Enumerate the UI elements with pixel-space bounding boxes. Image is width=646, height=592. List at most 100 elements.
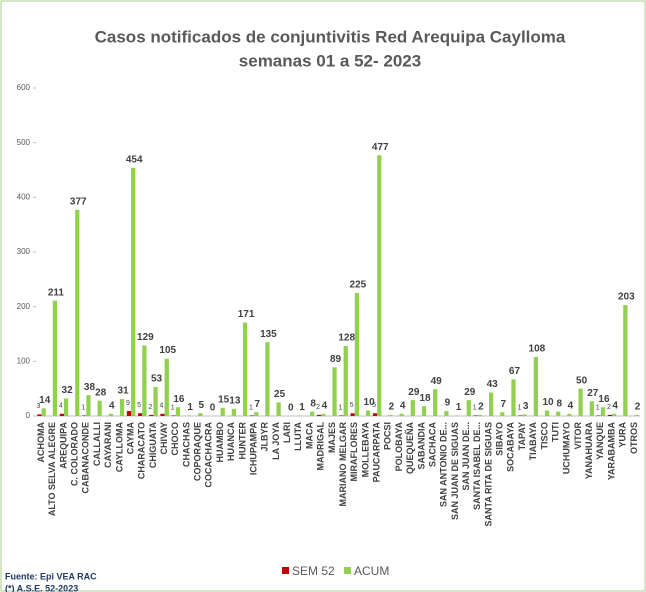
bar: [175, 407, 181, 416]
x-tick-label: MACA: [304, 422, 314, 449]
data-label: 4: [59, 403, 63, 410]
x-tick-label: OTROS: [629, 422, 639, 454]
data-label: 3: [37, 403, 41, 410]
bar: [63, 398, 69, 416]
data-label: 43: [487, 379, 499, 390]
bar: [556, 411, 561, 416]
bar: [410, 400, 415, 416]
legend-label: ACUM: [354, 564, 389, 578]
data-label: 0: [210, 403, 216, 414]
data-label: 4: [612, 400, 618, 411]
bar: [321, 413, 326, 416]
data-label: 53: [151, 374, 163, 385]
data-label: 8: [310, 398, 316, 409]
data-label: 3: [523, 401, 529, 412]
bar: [607, 414, 613, 416]
data-label: 67: [509, 366, 521, 377]
x-tick-label: MIRAFLORES: [349, 422, 359, 482]
bar: [131, 167, 136, 416]
x-tick-label: YANQUE: [595, 422, 605, 460]
bar: [388, 414, 393, 416]
x-tick-label: TAPAY: [517, 422, 527, 450]
bar: [187, 415, 192, 416]
bar: [86, 395, 91, 416]
data-label: 2: [635, 402, 641, 413]
x-tick-label: PAUCARPATA: [372, 421, 382, 482]
bar: [522, 414, 527, 416]
x-tick-label: LLUTA: [293, 422, 303, 451]
data-label: 1: [171, 404, 175, 411]
bar: [220, 407, 225, 416]
y-tick-label: 500: [17, 138, 31, 147]
data-label: 5: [350, 402, 354, 409]
x-tick-label: LA JOYA: [271, 422, 281, 460]
x-tick-label: TIABAYA: [528, 422, 538, 461]
legend-swatch: [344, 567, 351, 574]
bar: [59, 413, 64, 416]
data-label: 2: [148, 404, 152, 411]
data-label: 9: [126, 400, 130, 407]
bar: [343, 346, 348, 416]
x-tick-label: TISCO: [539, 422, 549, 450]
data-label: 15: [218, 394, 230, 405]
x-tick-label: CHIVAY: [159, 422, 169, 455]
data-label: 27: [587, 388, 599, 399]
bar: [276, 402, 281, 416]
data-label: 49: [431, 376, 443, 387]
y-tick-label: 0: [26, 411, 31, 420]
bar: [52, 300, 58, 416]
data-label: 10: [364, 397, 376, 408]
bar: [231, 408, 236, 416]
data-label: 454: [126, 154, 143, 165]
x-tick-label: YURA: [618, 422, 628, 448]
note: (*) A.S.E. 52-2023: [5, 583, 78, 592]
data-label: 1: [456, 402, 462, 413]
bar: [37, 414, 42, 416]
data-label: 203: [618, 292, 635, 303]
x-tick-label: POCSI: [383, 422, 393, 450]
data-label: 135: [260, 329, 277, 340]
x-tick-label: SOCABAYA: [506, 422, 516, 472]
y-tick-label: 600: [17, 83, 31, 92]
data-label: 1: [517, 404, 521, 411]
data-label: 29: [408, 387, 420, 398]
data-label: 2: [316, 404, 320, 411]
data-label: 31: [117, 386, 129, 397]
x-tick-label: AREQUIPA: [58, 422, 68, 469]
bar: [567, 413, 572, 416]
x-tick-label: MARIANO MELGAR: [338, 422, 348, 507]
data-label: 1: [81, 404, 85, 411]
x-tick-label: HUANCA: [226, 422, 236, 461]
bar: [149, 414, 154, 416]
bar: [589, 401, 594, 416]
bar: [612, 413, 617, 416]
bar: [332, 367, 337, 416]
data-label: 108: [529, 344, 546, 355]
data-label: 105: [159, 345, 176, 356]
bar: [254, 412, 259, 416]
bar: [75, 209, 80, 416]
bar: [365, 410, 371, 416]
data-label: 5: [199, 400, 205, 411]
data-label: 129: [137, 332, 154, 343]
bar: [316, 414, 322, 416]
data-label: 211: [48, 287, 65, 298]
x-tick-label: SABANDIA: [416, 422, 426, 470]
data-label: 14: [39, 395, 51, 406]
data-label: 377: [70, 197, 87, 208]
bar: [473, 415, 478, 416]
data-label: 171: [238, 309, 255, 320]
data-label: 7: [254, 399, 260, 410]
x-tick-label: C. COLORADO: [70, 422, 80, 486]
bar: [421, 406, 427, 416]
x-tick-label: HUNTER: [237, 422, 247, 460]
data-label: 4: [109, 400, 115, 411]
x-tick-label: MAJES: [327, 422, 337, 453]
bar: [372, 413, 378, 416]
bar: [160, 413, 165, 416]
chart-title: Casos notificados de conjuntivitis Red A…: [95, 27, 566, 46]
x-tick-label: CAYARANI: [103, 422, 113, 468]
data-label: 4: [400, 400, 406, 411]
bar: [354, 293, 360, 416]
